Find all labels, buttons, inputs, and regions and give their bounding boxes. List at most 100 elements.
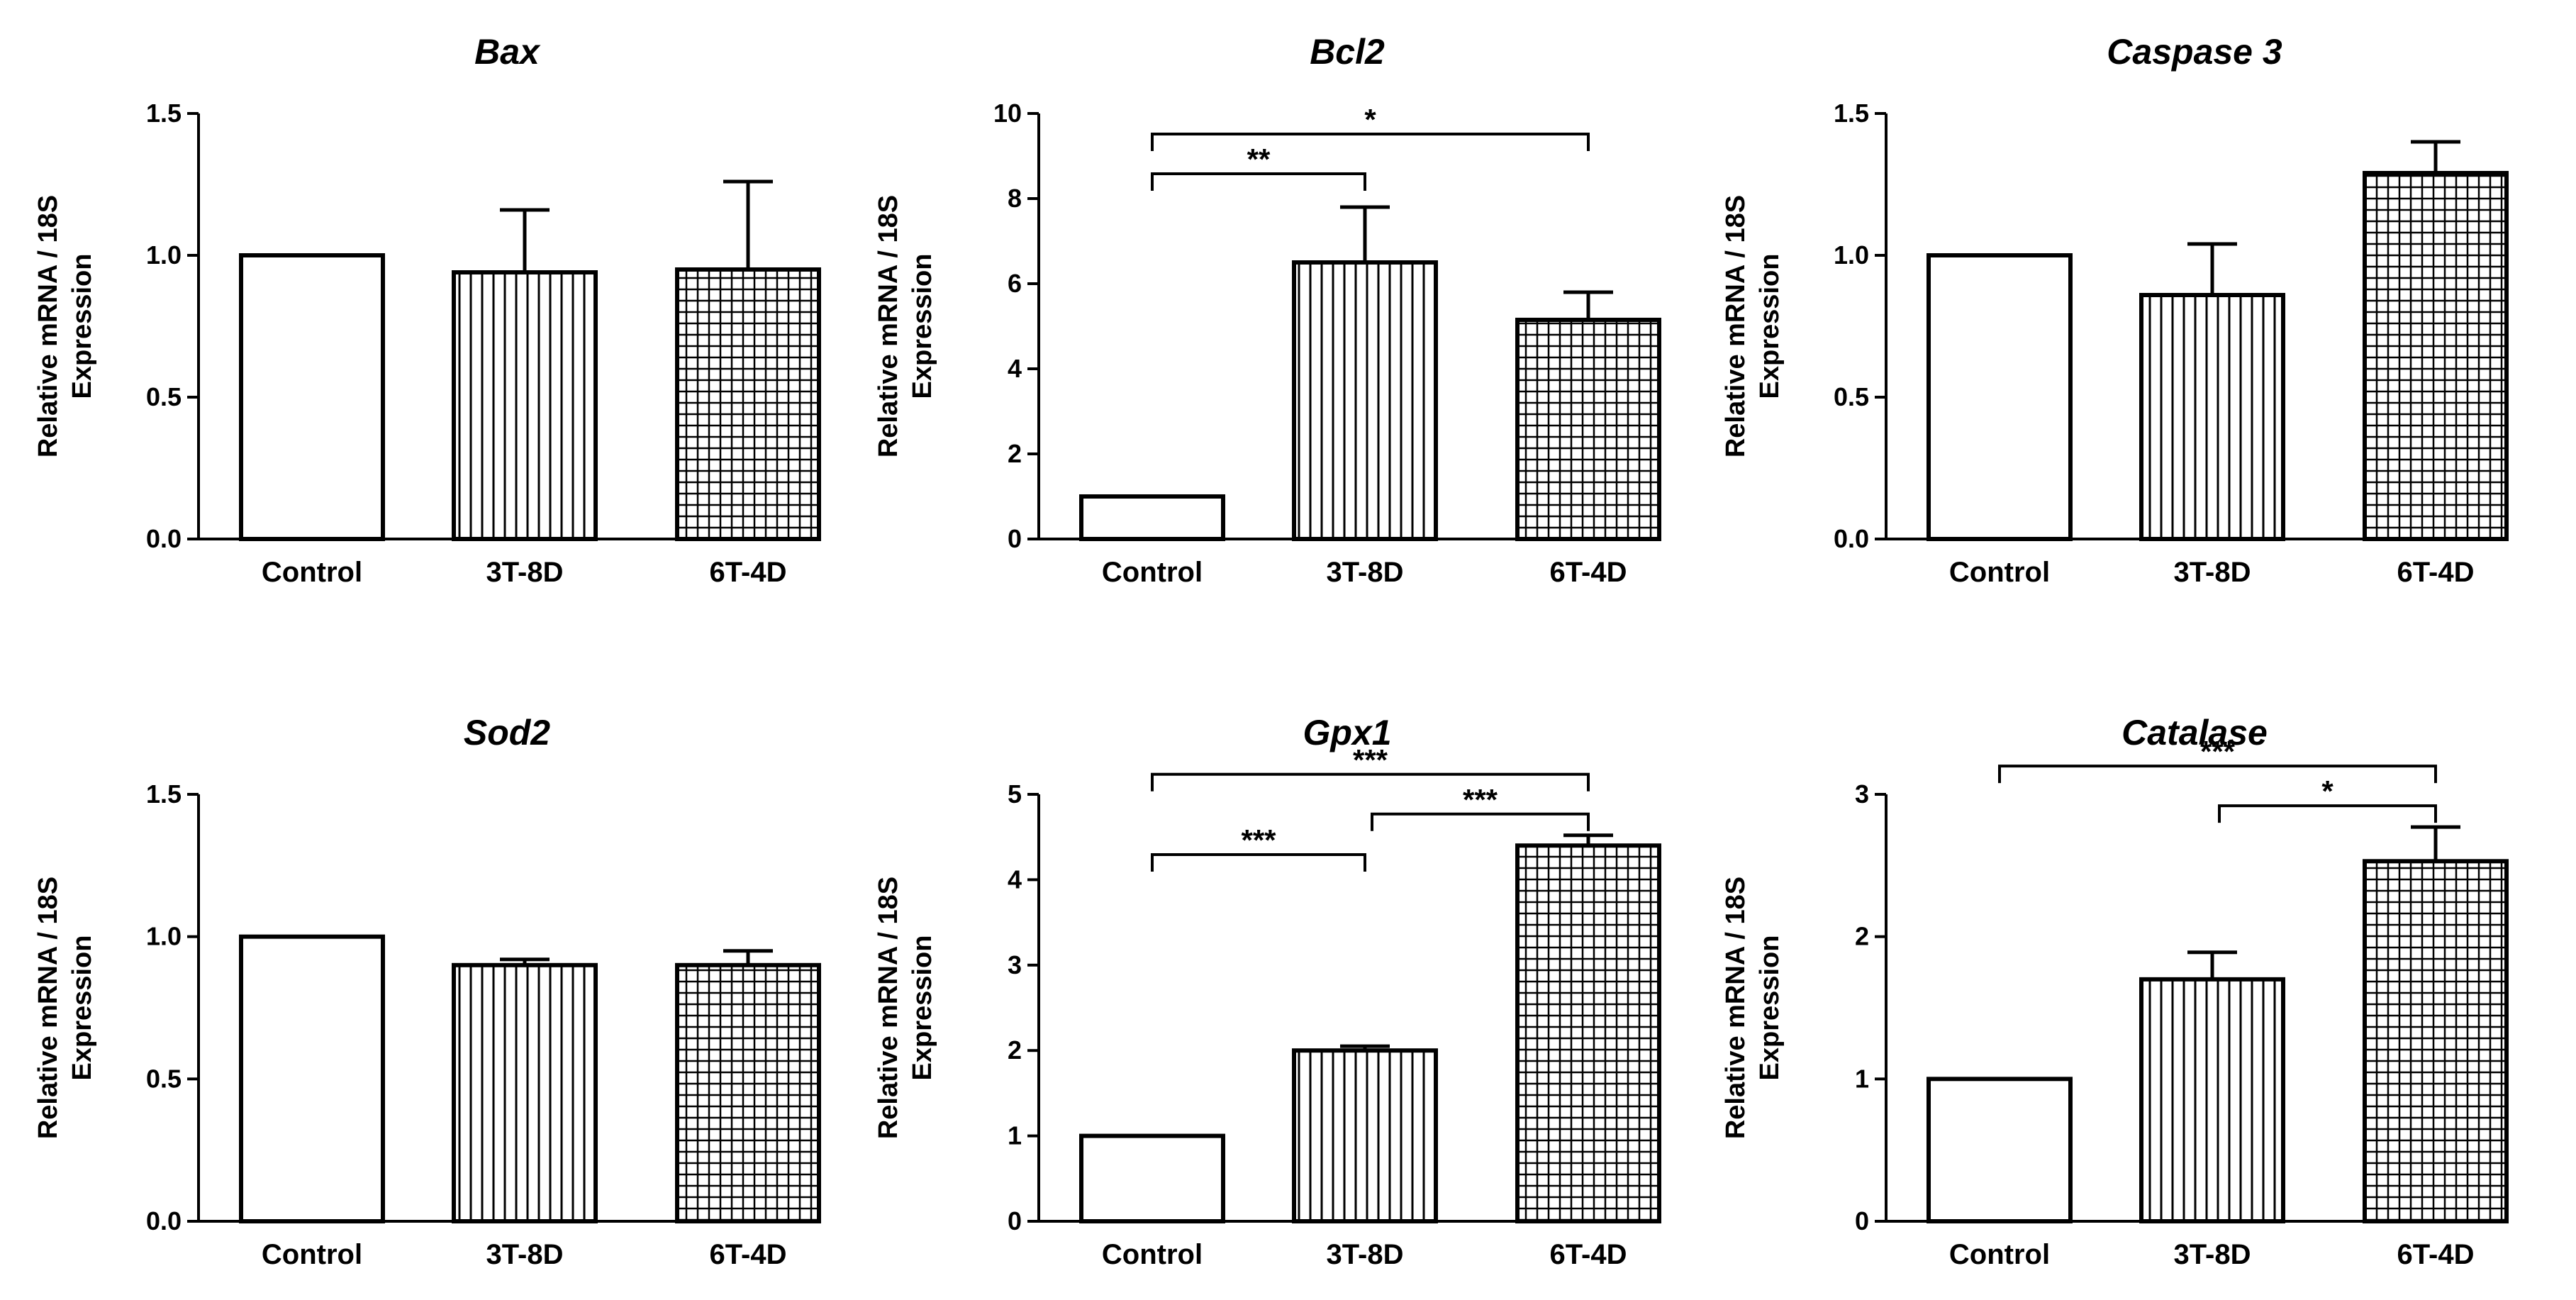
bar-3t-8d: [2139, 977, 2285, 1224]
bar-3t-8d: [452, 270, 598, 541]
x-category-label: Control: [1949, 557, 2050, 588]
y-axis-label: Relative mRNA / 18S Expression: [1721, 195, 1785, 457]
x-category-label: 3T-8D: [2174, 1239, 2251, 1270]
y-axis-label-line-2: Expression: [1755, 935, 1785, 1081]
y-tick-label: 6: [1008, 269, 1022, 298]
chart-title: Catalase: [2121, 713, 2268, 752]
bar-6t-4d: [1515, 318, 1661, 541]
significance-bracket: [2218, 804, 2437, 823]
bar-6t-4d: [675, 962, 821, 1224]
y-tick-label: 10: [993, 99, 1022, 128]
y-tick-label: 8: [1008, 184, 1022, 213]
x-category-label: Control: [1102, 557, 1203, 588]
y-axis-label-line-2: Expression: [1755, 254, 1785, 399]
significance-label: ***: [2200, 735, 2236, 768]
x-category-label: 3T-8D: [486, 1239, 564, 1270]
bar-3t-8d: [1292, 1048, 1438, 1223]
x-category-label: 6T-4D: [1550, 557, 1627, 588]
x-category-label: 6T-4D: [1550, 1239, 1627, 1270]
y-tick-label: 1.0: [146, 240, 182, 270]
bar-6t-4d: [1515, 843, 1661, 1223]
bar-control: [1927, 253, 2073, 541]
significance-bracket: [1151, 853, 1366, 872]
y-axis-label-line-2: Expression: [67, 254, 97, 399]
significance-label: *: [1364, 103, 1376, 136]
y-tick-label: 1: [1855, 1064, 1869, 1093]
y-tick-label: 1.0: [146, 922, 182, 951]
significance-bracket: [1998, 765, 2437, 784]
y-axis-label-line-2: Expression: [67, 935, 97, 1081]
x-category-label: 3T-8D: [486, 557, 564, 588]
significance-label: ***: [1353, 743, 1388, 777]
chart-title: Bcl2: [1310, 32, 1385, 72]
significance-bracket: [1151, 172, 1366, 191]
y-tick-label: 4: [1008, 865, 1022, 894]
y-tick-label: 0: [1008, 1206, 1022, 1235]
chart-title: Gpx1: [1303, 713, 1391, 752]
bar-3t-8d: [1292, 260, 1438, 541]
x-category-label: 6T-4D: [710, 1239, 787, 1270]
significance-label: **: [1247, 143, 1271, 176]
chart-title: Caspase 3: [2107, 32, 2282, 72]
bar-control: [239, 253, 385, 541]
y-axis-label: Relative mRNA / 18S Expression: [33, 195, 97, 457]
y-tick-label: 5: [1008, 779, 1022, 809]
y-axis-label: Relative mRNA / 18S Expression: [33, 877, 97, 1139]
y-tick-label: 3: [1855, 779, 1869, 809]
y-axis-label: Relative mRNA / 18S Expression: [874, 195, 937, 457]
y-tick-label: 0.5: [146, 1064, 182, 1093]
y-tick-label: 0.5: [146, 382, 182, 411]
bar-3t-8d: [452, 962, 598, 1224]
y-tick-label: 0.0: [146, 1206, 182, 1235]
y-axis-label-line-2: Expression: [908, 254, 937, 399]
y-axis-label: Relative mRNA / 18S Expression: [1721, 877, 1785, 1139]
x-category-label: 6T-4D: [2397, 1239, 2475, 1270]
x-category-label: 6T-4D: [2397, 557, 2475, 588]
y-tick-label: 0.0: [146, 524, 182, 553]
x-category-label: 3T-8D: [1327, 1239, 1404, 1270]
y-axis-label-line-1: Relative mRNA / 18S: [874, 195, 903, 457]
y-tick-label: 0: [1855, 1206, 1869, 1235]
bar-6t-4d: [2363, 171, 2509, 541]
y-tick-label: 1.5: [146, 99, 182, 128]
y-axis-label-line-1: Relative mRNA / 18S: [33, 877, 63, 1139]
significance-label: ***: [1241, 823, 1276, 857]
significance-label: *: [2321, 774, 2334, 808]
y-axis-label-line-1: Relative mRNA / 18S: [874, 877, 903, 1139]
y-tick-label: 4: [1008, 354, 1022, 383]
chart-title: Sod2: [464, 713, 550, 752]
y-tick-label: 3: [1008, 950, 1022, 979]
x-category-label: 3T-8D: [1327, 557, 1404, 588]
x-category-label: Control: [1949, 1239, 2050, 1270]
y-tick-label: 1: [1008, 1121, 1022, 1150]
chart-panel-1: Bax Relative mRNA / 18S Expression 0.0 0.5 1.…: [33, 32, 821, 588]
y-tick-label: 1.5: [146, 779, 182, 809]
significance-bracket: [1371, 812, 1590, 831]
y-axis-label-line-1: Relative mRNA / 18S: [1721, 877, 1751, 1139]
x-category-label: Control: [262, 1239, 362, 1270]
y-axis-label: Relative mRNA / 18S Expression: [874, 877, 937, 1139]
x-category-label: 3T-8D: [2174, 557, 2251, 588]
x-category-label: 6T-4D: [710, 557, 787, 588]
chart-title: Bax: [474, 32, 541, 72]
bar-3t-8d: [2139, 293, 2285, 541]
y-axis-label-line-1: Relative mRNA / 18S: [33, 195, 63, 457]
chart-panel-5: Gpx1 Relative mRNA / 18S Expression 0 1 2 3 4 5 C…: [874, 713, 1661, 1270]
y-axis-label-line-1: Relative mRNA / 18S: [1721, 195, 1751, 457]
significance-bracket: [1151, 772, 1590, 791]
y-tick-label: 2: [1008, 439, 1022, 468]
bar-6t-4d: [2363, 859, 2509, 1224]
y-tick-label: 1.5: [1834, 99, 1869, 128]
x-category-label: Control: [1102, 1239, 1203, 1270]
y-tick-label: 1.0: [1834, 240, 1869, 270]
y-tick-label: 2: [1855, 922, 1869, 951]
bar-6t-4d: [675, 267, 821, 541]
chart-panel-3: Caspase 3 Relative mRNA / 18S Expression 0.…: [1721, 32, 2509, 588]
y-tick-label: 0.0: [1834, 524, 1869, 553]
y-tick-label: 0: [1008, 524, 1022, 553]
y-tick-label: 0.5: [1834, 382, 1869, 411]
chart-panel-4: Sod2 Relative mRNA / 18S Expression 0.0 0.5 1…: [33, 713, 821, 1270]
y-tick-label: 2: [1008, 1035, 1022, 1065]
bar-control: [1079, 494, 1225, 541]
